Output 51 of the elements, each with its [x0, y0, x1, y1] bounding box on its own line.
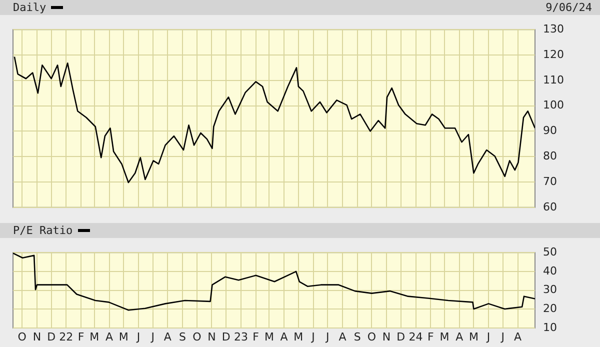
x-tick-label: M: [440, 330, 450, 344]
chart-title: P/E Ratio: [13, 224, 73, 237]
x-tick-label: M: [118, 330, 128, 344]
y-tick-label: 30: [543, 283, 557, 296]
x-tick-label: J: [310, 330, 315, 344]
y-tick-label: 10: [543, 320, 557, 334]
x-tick-label: N: [382, 330, 391, 344]
x-tick-label: A: [164, 330, 172, 344]
y-tick-label: 110: [543, 73, 564, 86]
x-tick-label: N: [208, 330, 216, 344]
x-tick-label: M: [90, 330, 100, 344]
y-tick-label: 90: [543, 124, 557, 138]
y-tick-label: 80: [543, 149, 557, 162]
y-tick-label: 20: [543, 302, 557, 316]
x-tick-label: D: [396, 330, 406, 344]
x-tick-label: S: [179, 330, 186, 344]
x-tick-label: M: [264, 330, 274, 344]
x-tick-label: J: [486, 330, 490, 344]
x-tick-label: A: [105, 330, 114, 344]
x-tick-label: 22: [59, 330, 74, 344]
y-tick-label: 60: [543, 200, 557, 214]
x-tick-label: F: [78, 330, 84, 344]
x-tick-label: A: [514, 330, 522, 344]
x-tick-label: A: [280, 330, 288, 344]
x-tick-label: D: [47, 330, 56, 344]
y-tick-label: 50: [543, 245, 557, 258]
x-tick-label: 23: [234, 330, 248, 344]
x-tick-label: A: [456, 330, 464, 344]
y-tick-label: 100: [543, 98, 564, 112]
text: 9/06/24: [546, 1, 592, 14]
x-tick-label: D: [222, 330, 230, 344]
x-tick-label: A: [338, 330, 347, 344]
x-tick-label: 24: [408, 330, 423, 344]
x-tick-label: J: [136, 330, 140, 344]
x-tick-label: J: [150, 330, 154, 344]
y-tick-label: 40: [543, 264, 557, 278]
y-tick-label: 70: [543, 174, 557, 188]
x-tick-label: M: [294, 330, 304, 344]
x-tick-label: J: [500, 330, 505, 344]
x-tick-label: F: [427, 330, 434, 344]
y-tick-label: 120: [543, 48, 564, 61]
x-tick-label: O: [18, 330, 27, 344]
x-tick-label: J: [325, 330, 330, 344]
x-tick-label: O: [367, 330, 376, 344]
y-tick-label: 130: [543, 22, 564, 36]
x-tick-label: N: [32, 330, 42, 344]
x-tick-label: F: [252, 330, 259, 344]
x-tick-label: M: [468, 330, 478, 344]
chart-title: Daily: [13, 1, 46, 14]
x-tick-label: O: [192, 330, 202, 344]
x-tick-label: S: [354, 330, 361, 344]
